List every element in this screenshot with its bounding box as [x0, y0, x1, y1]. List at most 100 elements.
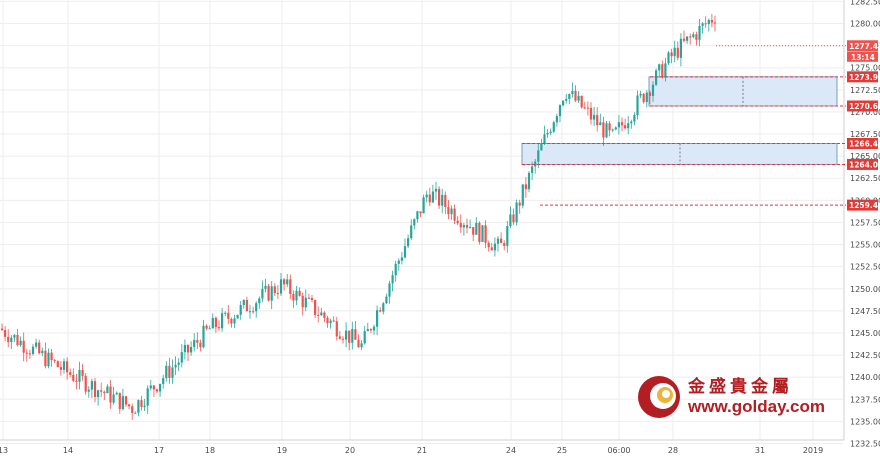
candle-body [583, 107, 586, 109]
candle-body [59, 367, 62, 370]
candle-body [611, 129, 614, 131]
candle-body [698, 25, 701, 40]
candle-body [131, 406, 134, 413]
candle-body [162, 378, 165, 384]
candle-body [428, 194, 431, 203]
candle-body [304, 297, 307, 308]
candle-body [208, 328, 211, 330]
candle-body [214, 317, 217, 328]
x-tick-label: 06:00 [607, 446, 630, 455]
candle-body [537, 150, 540, 162]
candle-body [81, 369, 84, 376]
candle-body [521, 184, 524, 206]
candle-body [462, 225, 465, 228]
candle-body [202, 325, 205, 348]
candle-body [555, 116, 558, 123]
candle-body [13, 334, 16, 338]
candle-body [543, 134, 546, 144]
candle-body [317, 314, 320, 316]
candle-body [28, 353, 31, 355]
candle-body [540, 143, 543, 151]
candle-body [171, 367, 174, 378]
candle-body [146, 388, 149, 406]
candle-body [453, 208, 456, 221]
current-price-badge [847, 40, 878, 52]
level-badge-label: 1270.67 [849, 102, 880, 111]
y-tick-label: 1262.50 [850, 174, 880, 183]
candle-body [180, 352, 183, 363]
candle-body [270, 286, 273, 301]
candle-body [434, 188, 438, 192]
candle-body [372, 326, 376, 331]
candle-body [279, 279, 283, 294]
y-tick-label: 1232.50 [850, 440, 880, 449]
candle-body [385, 296, 388, 304]
x-tick-label: 19 [277, 446, 287, 455]
candle-body [549, 131, 552, 134]
y-tick-label: 1265.00 [850, 152, 880, 161]
y-tick-label: 1242.50 [850, 351, 880, 360]
candle-body [134, 412, 137, 414]
y-tick-label: 1245.00 [850, 329, 880, 338]
candle-body [72, 374, 75, 381]
candle-body [707, 20, 710, 25]
candle-body [431, 191, 434, 203]
candle-body [348, 330, 351, 343]
candle-body [155, 389, 159, 392]
candle-body [149, 385, 152, 389]
candle-body [174, 364, 177, 368]
candle-body [642, 93, 645, 103]
candle-body [586, 107, 589, 109]
y-tick-label: 1280.00 [850, 20, 880, 29]
candle-body [496, 238, 500, 244]
candle-body [624, 125, 627, 129]
candle-body [459, 223, 462, 228]
candle-body [22, 340, 25, 353]
candle-body [512, 214, 515, 223]
candle-body [298, 290, 301, 296]
x-tick-label: 28 [668, 446, 678, 455]
y-tick-label: 1257.50 [850, 218, 880, 227]
y-tick-label: 1247.50 [850, 307, 880, 316]
candle-body [97, 390, 100, 398]
candle-body [248, 311, 252, 313]
candle-body [38, 342, 41, 354]
candle-body [397, 260, 400, 264]
candle-body [267, 285, 270, 301]
candle-body [670, 52, 673, 57]
candle-body [469, 227, 472, 229]
candle-body [416, 211, 419, 220]
x-tick-label: 24 [506, 446, 516, 455]
candle-body [193, 340, 196, 348]
candle-body [292, 293, 295, 301]
y-tick-label: 1237.50 [850, 395, 880, 404]
candle-body [614, 127, 617, 130]
x-tick-label: 14 [63, 446, 73, 455]
candle-body [692, 34, 695, 37]
candle-body [593, 115, 596, 120]
candle-body [682, 38, 686, 41]
candle-body [41, 350, 44, 354]
candle-body [410, 225, 413, 239]
level-badge [847, 100, 878, 112]
candle-body [307, 297, 310, 299]
candle-body [205, 325, 208, 329]
candle-body [227, 312, 230, 319]
candle-body [50, 352, 53, 361]
candle-body [112, 394, 115, 403]
level-badge-label: 1264.06 [849, 160, 880, 169]
candle-body [323, 312, 326, 318]
candle-body [518, 202, 521, 206]
x-tick-label: 2019 [803, 446, 823, 455]
countdown-label: 13:14 [851, 53, 875, 62]
candle-body [400, 257, 403, 261]
x-tick-label: 25 [557, 446, 567, 455]
candle-body [301, 295, 304, 308]
candle-body [56, 361, 59, 368]
candle-body [481, 225, 484, 242]
candle-body [354, 329, 357, 340]
candle-body [186, 344, 190, 353]
countdown-badge [847, 51, 878, 62]
candle-body [47, 352, 50, 367]
candle-body [84, 375, 87, 392]
